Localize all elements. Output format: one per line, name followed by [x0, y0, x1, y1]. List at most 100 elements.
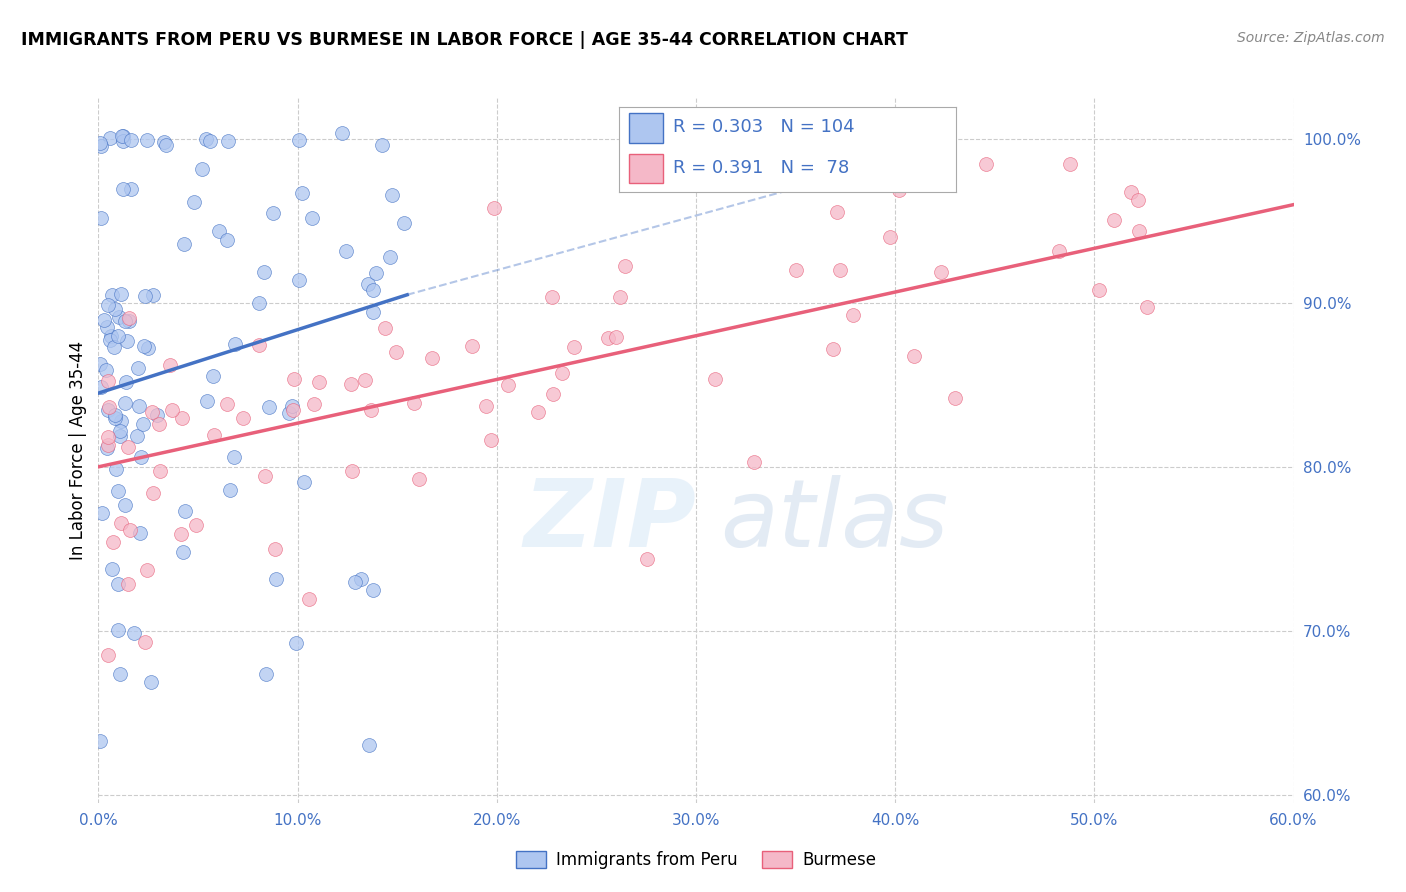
Point	[364, 266, 387, 280]
Point	[215, 233, 238, 247]
Point	[125, 429, 148, 443]
Point	[254, 469, 277, 483]
Point	[170, 526, 193, 541]
Point	[120, 182, 142, 196]
Point	[90, 506, 112, 520]
Point	[1128, 193, 1150, 207]
Point	[100, 329, 122, 343]
Point	[360, 402, 382, 417]
Point	[219, 483, 242, 497]
Point	[253, 265, 276, 279]
Legend: Immigrants from Peru, Burmese: Immigrants from Peru, Burmese	[509, 844, 883, 876]
Point	[943, 391, 966, 405]
Point	[136, 341, 159, 355]
Point	[361, 305, 384, 319]
Point	[89, 733, 111, 747]
Point	[124, 626, 146, 640]
Point	[148, 417, 170, 431]
Point	[247, 338, 270, 352]
Point	[162, 403, 184, 417]
Point	[349, 572, 371, 586]
Point	[104, 411, 127, 425]
Point	[141, 405, 163, 419]
Point	[202, 427, 225, 442]
Point	[103, 535, 125, 549]
Point	[288, 273, 311, 287]
Point	[112, 129, 135, 144]
Point	[879, 229, 901, 244]
Point	[527, 405, 550, 419]
Point	[132, 339, 155, 353]
Point	[118, 310, 141, 325]
Point	[703, 372, 725, 386]
Point	[254, 667, 277, 681]
Point	[98, 333, 121, 347]
Point	[596, 331, 619, 345]
Point	[385, 345, 408, 359]
Point	[247, 296, 270, 310]
Point	[107, 483, 129, 498]
Point	[96, 442, 118, 456]
Point	[281, 402, 304, 417]
Point	[280, 399, 302, 413]
Point	[298, 592, 321, 607]
Point	[262, 206, 284, 220]
Point	[94, 363, 117, 377]
Point	[129, 450, 152, 464]
Point	[357, 277, 380, 291]
Point	[114, 314, 136, 328]
Point	[357, 738, 380, 752]
Point	[363, 582, 385, 597]
Point	[1136, 301, 1159, 315]
Point	[1102, 213, 1125, 227]
Point	[479, 433, 502, 447]
Point	[371, 138, 394, 153]
Point	[294, 475, 316, 489]
Point	[96, 320, 118, 334]
Point	[361, 283, 384, 297]
Text: ZIP: ZIP	[523, 475, 696, 567]
Point	[184, 518, 207, 533]
Point	[89, 357, 111, 371]
Point	[354, 374, 377, 388]
FancyBboxPatch shape	[628, 153, 662, 183]
Point	[224, 336, 246, 351]
Point	[301, 211, 323, 226]
Point	[374, 321, 396, 335]
Point	[825, 205, 848, 219]
Point	[135, 133, 157, 147]
Point	[89, 136, 111, 150]
Point	[97, 430, 120, 444]
Point	[118, 314, 141, 328]
FancyBboxPatch shape	[628, 113, 662, 143]
Point	[195, 394, 218, 409]
Point	[422, 351, 444, 365]
Point	[112, 134, 135, 148]
Point	[344, 574, 367, 589]
Point	[90, 211, 112, 225]
Point	[288, 133, 311, 147]
Point	[159, 358, 181, 372]
Point	[173, 503, 195, 517]
Text: R = 0.391   N =  78: R = 0.391 N = 78	[672, 159, 849, 177]
Point	[217, 397, 239, 411]
Point	[404, 396, 426, 410]
Point	[285, 636, 308, 650]
Point	[198, 134, 221, 148]
Point	[107, 329, 129, 343]
Point	[98, 401, 121, 415]
Point	[173, 237, 195, 252]
Point	[93, 313, 115, 327]
Point	[842, 308, 865, 322]
Point	[146, 408, 169, 422]
Point	[115, 375, 138, 389]
Point	[202, 369, 225, 384]
Y-axis label: In Labor Force | Age 35-44: In Labor Force | Age 35-44	[69, 341, 87, 560]
Point	[475, 399, 498, 413]
Point	[97, 438, 120, 452]
Point	[103, 340, 125, 354]
Point	[98, 130, 121, 145]
Point	[264, 541, 287, 556]
Point	[120, 524, 142, 538]
Point	[264, 572, 287, 586]
